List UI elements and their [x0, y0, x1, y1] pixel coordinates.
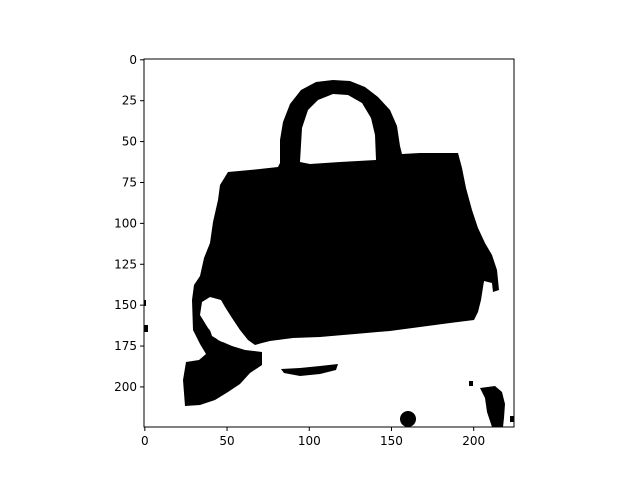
mask-handle-hole [300, 94, 376, 164]
x-tick-label: 100 [298, 434, 321, 448]
plot-area [143, 58, 515, 428]
y-tick-label: 175 [114, 339, 137, 353]
y-tick-label: 50 [122, 135, 137, 149]
x-tick-label: 0 [141, 434, 149, 448]
mask-left-speck-2 [144, 325, 148, 332]
y-tick-label: 0 [129, 53, 137, 67]
y-tick-label: 200 [114, 380, 137, 394]
y-tick-label: 150 [114, 298, 137, 312]
x-axis: 0 50 100 150 200 [141, 427, 485, 448]
y-tick-label: 25 [122, 94, 137, 108]
mask-blob-bottom [400, 411, 416, 427]
mask-white-loop [206, 303, 230, 342]
x-tick-label: 200 [462, 434, 485, 448]
mask-edge-right [510, 416, 514, 422]
y-tick-label: 125 [114, 257, 137, 271]
y-tick-label: 75 [122, 175, 137, 189]
y-axis: 0 25 50 75 100 125 150 175 200 [114, 53, 144, 394]
mask-bag-body [183, 80, 499, 406]
mask-streak [281, 364, 338, 376]
mask-left-speck-1 [144, 300, 146, 306]
y-tick-label: 100 [114, 216, 137, 230]
x-tick-label: 50 [219, 434, 234, 448]
axes-frame [143, 58, 515, 428]
x-tick-label: 150 [380, 434, 403, 448]
mask-dot-right [469, 381, 473, 386]
mask-right-bottom [480, 386, 505, 427]
